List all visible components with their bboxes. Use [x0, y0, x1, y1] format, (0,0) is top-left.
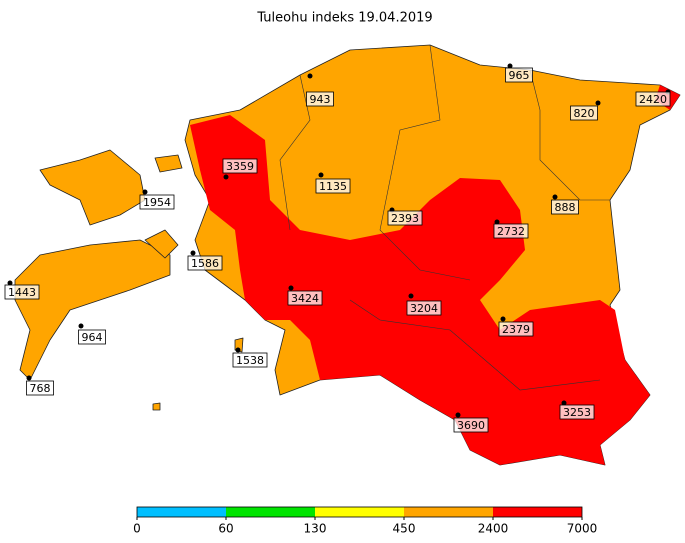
- label-box: [26, 380, 54, 396]
- station-dot: [455, 412, 461, 418]
- station-dot: [142, 189, 148, 195]
- map-title: Tuleohu indeks 19.04.2019: [256, 11, 432, 26]
- label-box: [222, 158, 258, 174]
- county-borders: [349, 299, 601, 391]
- county-borders: [279, 74, 311, 231]
- station-label: 1538: [236, 354, 264, 367]
- station-dot: [595, 100, 601, 106]
- colorbar-segment: [137, 507, 226, 517]
- station-label: 2393: [391, 212, 419, 225]
- label-box: [306, 91, 334, 107]
- label-box: [505, 67, 533, 83]
- colorbar-segment: [404, 507, 493, 517]
- county-borders: [379, 44, 471, 281]
- land: [14, 44, 681, 466]
- label-box: [4, 284, 40, 300]
- label-box: [635, 91, 671, 107]
- label-box: [287, 290, 323, 306]
- colorbar-tick-label: 130: [304, 522, 327, 536]
- label-box: [232, 352, 268, 368]
- station-dot: [26, 375, 32, 381]
- station-dot: [190, 250, 196, 256]
- hiiumaa: [39, 149, 146, 226]
- station-dot: [500, 316, 506, 322]
- colorbar-tick-label: 60: [218, 522, 233, 536]
- station-label: 3359: [226, 160, 254, 173]
- colorbar-tick-label: 7000: [567, 522, 598, 536]
- station-label: 2420: [639, 93, 667, 106]
- label-box: [387, 210, 423, 226]
- station-dot: [494, 219, 500, 225]
- station-label: 3424: [291, 292, 319, 305]
- label-box: [78, 329, 106, 345]
- colorbar-segment: [493, 507, 582, 517]
- county-borders: [529, 69, 610, 201]
- station-dot: [307, 73, 313, 79]
- station-dot: [288, 285, 294, 291]
- ruhnu: [152, 402, 161, 411]
- colorbar-segment: [315, 507, 404, 517]
- label-box: [551, 199, 579, 215]
- station-label: 768: [30, 382, 51, 395]
- station-dot: [318, 172, 324, 178]
- label-box: [498, 321, 534, 337]
- station-dot: [7, 280, 13, 286]
- station-label: 2732: [497, 225, 525, 238]
- station-dot: [552, 194, 558, 200]
- high-zone: [190, 115, 650, 465]
- station-label: 1954: [143, 196, 171, 209]
- vormsi: [154, 154, 183, 173]
- label-box: [570, 105, 598, 121]
- colorbar-tick-label: 2400: [478, 522, 509, 536]
- label-box: [315, 178, 351, 194]
- label-box: [453, 417, 489, 433]
- label-box: [406, 300, 442, 316]
- station-label: 1443: [8, 286, 36, 299]
- stations: 943 965 820 2420 3359 1135 1954 2393 2732 888 1586…: [4, 63, 671, 433]
- station-label: 820: [574, 107, 595, 120]
- station-label: 3253: [563, 406, 591, 419]
- station-dot: [408, 293, 414, 299]
- label-box: [559, 404, 595, 420]
- station-label: 1135: [319, 180, 347, 193]
- colorbar-tick-label: 0: [133, 522, 141, 536]
- station-label: 3690: [457, 419, 485, 432]
- station-label: 943: [310, 93, 331, 106]
- station-label: 965: [509, 69, 530, 82]
- station-label: 2379: [502, 323, 530, 336]
- colorbar-frame: [136, 506, 583, 518]
- station-label: 1586: [191, 257, 219, 270]
- saaremaa: [14, 239, 171, 381]
- station-dot: [78, 323, 84, 329]
- station-label: 3204: [410, 302, 438, 315]
- colorbar-segment: [226, 507, 315, 517]
- station-dot: [507, 63, 513, 69]
- muhu: [144, 229, 179, 259]
- colorbar: 0 60 130 450 2400 7000: [133, 506, 598, 536]
- station-label: 964: [82, 331, 103, 344]
- station-dot: [235, 347, 241, 353]
- station-dot: [561, 400, 567, 406]
- label-box: [493, 223, 529, 239]
- station-label: 888: [555, 201, 576, 214]
- station-dot: [223, 174, 229, 180]
- colorbar-tick-label: 450: [393, 522, 416, 536]
- label-box: [187, 255, 223, 271]
- label-box: [139, 194, 175, 210]
